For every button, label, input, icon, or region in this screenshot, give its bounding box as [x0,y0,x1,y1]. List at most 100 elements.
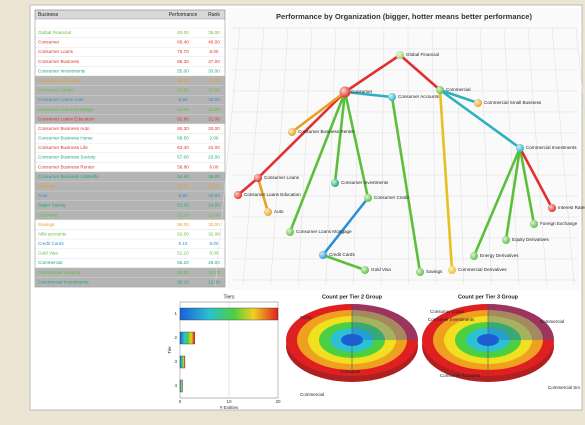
table-cell: 60.00 [177,183,189,188]
grid-line [527,27,547,286]
node-label: Energy Derivatives [480,253,519,258]
table-cell: Commercial Lending [38,270,81,275]
table-cell: 30.00 [208,222,220,227]
table-cell: 8.00 [210,49,219,54]
node-shine [331,179,339,187]
node-label: Auto [274,209,284,214]
tree-view: Performance by Organization (bigger, hot… [215,8,585,290]
table-cell: 51.10 [177,251,189,256]
table-row [34,190,226,201]
tree-edge [343,90,370,200]
pie-title: Count per Tier 3 Group [458,294,519,300]
table-cell: 9.10 [179,241,188,246]
table-cell: 62.00 [177,231,189,236]
column-header: Performance [169,12,198,18]
tree-edge [472,146,522,258]
table-cell: Consumer Loans [38,49,74,54]
table-cell: Consumer Loans Mortgage [38,107,94,112]
table-cell: Consumer Loans Auto [38,97,84,102]
grid-line [479,27,492,286]
y-tick-label: 1 [174,311,177,316]
node-label: Savings [426,269,443,274]
node-shine [361,266,369,274]
table-cell: 57.00 [177,155,189,160]
table-cell: 26.00 [208,260,220,265]
node-label: Consumer Business Renter [298,129,355,134]
table-cell: Credit Cards [38,241,64,246]
grid-line [575,27,585,121]
node-shine [234,191,242,199]
y-tick-label: 2 [174,335,177,340]
node-label: Consumer Accounts [398,94,440,99]
table-cell: 31.00 [208,116,220,121]
tree-edge [343,90,394,99]
node-label: Consumer [351,89,373,94]
node-label: Global Financial [406,52,439,57]
table-row [34,181,226,192]
table-cell: 58.10 [177,279,189,284]
table-cell: Consumer Business Life [38,145,88,150]
table-cell: Consumer Loans Education [38,116,95,121]
table-cell: 35.00 [208,30,220,35]
table-cell: 60.30 [177,126,189,131]
grid-line [242,27,265,286]
node-label: Consumer Loans [264,175,300,180]
tree-title: Performance by Organization (bigger, hot… [276,12,532,21]
bar [179,355,186,369]
table-cell: 32.00 [208,231,220,236]
table-cell: 36.00 [208,174,220,179]
table-cell: 21.00 [208,212,220,217]
table-cell: 12.00 [208,279,220,284]
table-row [34,219,226,230]
table-cell: 5.80 [179,193,188,198]
pie-label: Consumer Investments [428,317,475,322]
table-cell: 6.00 [210,164,219,169]
table-cell: Alibi accounts [38,231,67,236]
grid-line [353,27,361,286]
table-cell: 66.40 [177,40,189,45]
tree-edge [438,88,480,105]
grid-line [325,27,337,286]
table-cell: 55.00 [177,68,189,73]
tree-edge [518,146,536,226]
column-header: Business [38,12,59,18]
x-tick-label: 10 [226,399,232,404]
node-label: Consumer Credit [374,195,409,200]
pie-wedge [352,304,418,340]
pie-label: Consumer Accounts [440,373,481,378]
node-label: Consumer Loans Mortgage [296,229,352,234]
table-cell: 22.00 [208,88,220,93]
table-cell: Savings [38,183,55,188]
y-axis-label: Tier [167,346,172,354]
bar [179,331,195,345]
node-shine [288,128,296,136]
pie-label: CCDL [300,315,313,320]
x-tick-label: 20 [275,399,281,404]
node-shine [548,204,556,212]
table-cell: 61.40 [177,107,189,112]
table-cell: 23.00 [208,155,220,160]
table-cell: 68.30 [177,59,189,64]
table-cell: Consumer Accounts [38,78,80,83]
table-cell: 33.00 [208,68,220,73]
node-shine [530,220,538,228]
table-cell: Savings [38,222,55,227]
table-cell: 2.00 [210,136,219,141]
tree-edge [256,176,270,214]
table-cell: 75.70 [177,49,189,54]
table-cell: 61.00 [177,88,189,93]
node-shine [436,86,444,94]
node-shine [502,236,510,244]
table: Business Performance Rank Global Financial 6… [34,9,226,288]
table-cell: 63.40 [177,145,189,150]
node-shine [448,266,456,274]
table-cell: 34.00 [208,193,220,198]
node-shine [319,251,327,259]
grid-line [551,27,575,286]
tree-edge [236,176,260,197]
table-cell: 8.90 [179,97,188,102]
node-shine [516,144,524,152]
tree-edge [390,95,422,274]
node-label: Credit Cards [329,252,355,257]
